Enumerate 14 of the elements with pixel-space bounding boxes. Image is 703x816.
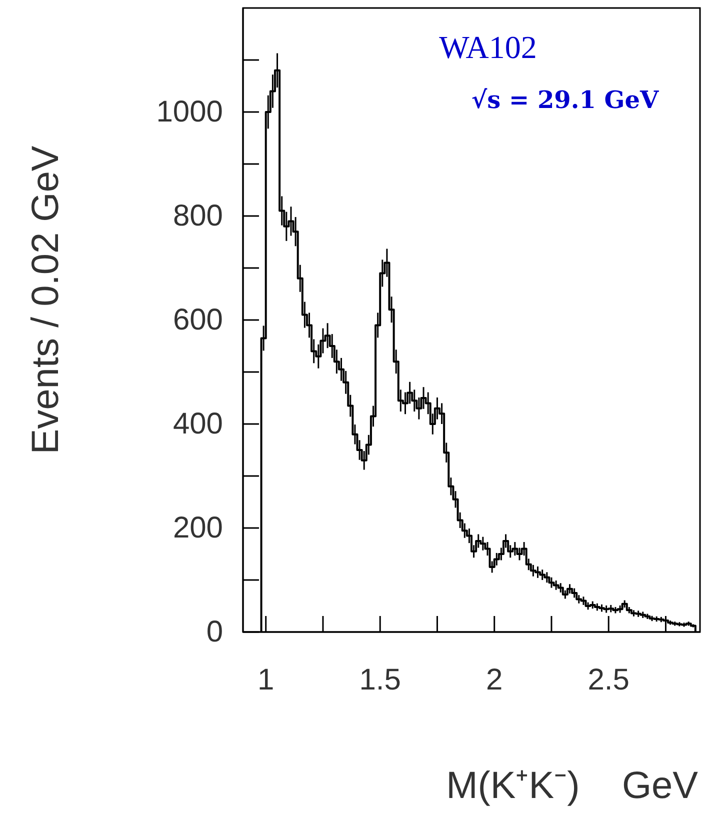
y-tick-label: 200 (172, 512, 223, 545)
y-tick-label: 800 (172, 200, 223, 233)
y-tick-label: 0 (206, 616, 223, 649)
x-tick-label: 1.5 (359, 663, 401, 696)
x-tick-label: 1 (258, 663, 274, 696)
y-axis-title: Events / 0.02 GeV (25, 145, 67, 454)
x-tick-label: 2 (486, 663, 503, 696)
x-axis-title: M(K⁺K⁻) GeV (446, 765, 699, 807)
annotation: √s = 29.1 GeV (471, 85, 660, 114)
annotation: WA102 (439, 29, 537, 65)
y-tick-label: 600 (172, 304, 223, 337)
y-tick-label: 1000 (156, 96, 223, 129)
x-tick-label: 2.5 (588, 663, 630, 696)
y-tick-label: 400 (172, 408, 223, 441)
